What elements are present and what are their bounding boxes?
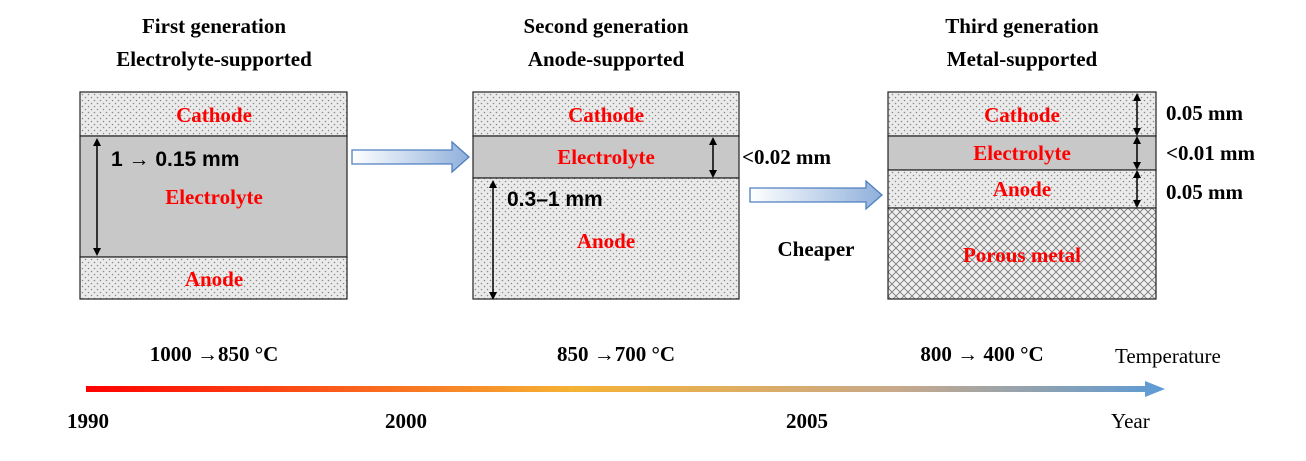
gen3-cathode-layer: [887, 91, 1157, 137]
gen1-anode-label: Anode: [185, 267, 243, 291]
gen3-porous-metal-layer: [887, 207, 1157, 300]
gen3-title-line1: Third generation: [945, 14, 1099, 38]
gen1-thickness-label: 1 → 0.15 mm: [111, 148, 239, 171]
gen3-anode-label: Anode: [993, 177, 1051, 201]
cheaper-label: Cheaper: [778, 237, 855, 261]
gen1-title-line1: First generation: [142, 14, 286, 38]
timeline-arrow-icon: [86, 381, 1165, 397]
gen2-electrolyte-layer: [472, 135, 740, 179]
gen1-to-gen2-arrow-icon: [351, 140, 470, 174]
year-axis-label: Year: [1111, 409, 1150, 433]
gen3-title-line2: Metal-supported: [947, 47, 1098, 71]
gen2-cathode-layer: [472, 91, 740, 137]
generation-1: First generation Electrolyte-supported C…: [79, 14, 348, 366]
gen1-electrolyte-label: Electrolyte: [165, 185, 263, 209]
gen3-electrolyte-label: Electrolyte: [973, 141, 1071, 165]
gen2-anode-thickness-label: 0.3–1 mm: [507, 188, 603, 211]
generation-2: Second generation Anode-supported Cathod…: [472, 14, 831, 366]
gen2-to-gen3-arrow-icon: [749, 179, 883, 211]
gen3-anode-layer: [887, 169, 1157, 209]
gen2-temperature: 850 →700 °C: [557, 342, 675, 366]
gen3-porous-metal-label: Porous metal: [963, 243, 1081, 267]
gen3-electrolyte-thickness-label: <0.01 mm: [1166, 141, 1255, 165]
generation-3: Third generation Metal-supported Cathode…: [887, 14, 1255, 366]
gen2-electrolyte-thickness-label: <0.02 mm: [742, 145, 831, 169]
gen2-cathode-label: Cathode: [568, 103, 644, 127]
year-2005: 2005: [786, 409, 828, 433]
gen1-cathode-layer: [79, 91, 348, 137]
year-2000: 2000: [385, 409, 427, 433]
gen3-cathode-thickness-label: 0.05 mm: [1166, 101, 1243, 125]
gen2-anode-label: Anode: [577, 229, 635, 253]
gen2-anode-layer: [472, 177, 740, 300]
gen2-title-line2: Anode-supported: [528, 47, 685, 71]
gen1-title-line2: Electrolyte-supported: [116, 47, 312, 71]
gen3-anode-thickness-label: 0.05 mm: [1166, 180, 1243, 204]
gen2-electrolyte-label: Electrolyte: [557, 145, 655, 169]
gen1-cathode-label: Cathode: [176, 103, 252, 127]
gen3-temperature: 800 → 400 °C: [920, 342, 1043, 366]
gen3-cathode-label: Cathode: [984, 103, 1060, 127]
timeline: Temperature 1990 2000 2005 Year: [67, 344, 1221, 433]
temperature-axis-label: Temperature: [1115, 344, 1221, 368]
gen1-temperature: 1000 →850 °C: [150, 342, 279, 366]
gen2-title-line1: Second generation: [523, 14, 688, 38]
gen1-anode-layer: [79, 256, 348, 300]
year-1990: 1990: [67, 409, 109, 433]
gen1-electrolyte-layer: [79, 135, 348, 258]
